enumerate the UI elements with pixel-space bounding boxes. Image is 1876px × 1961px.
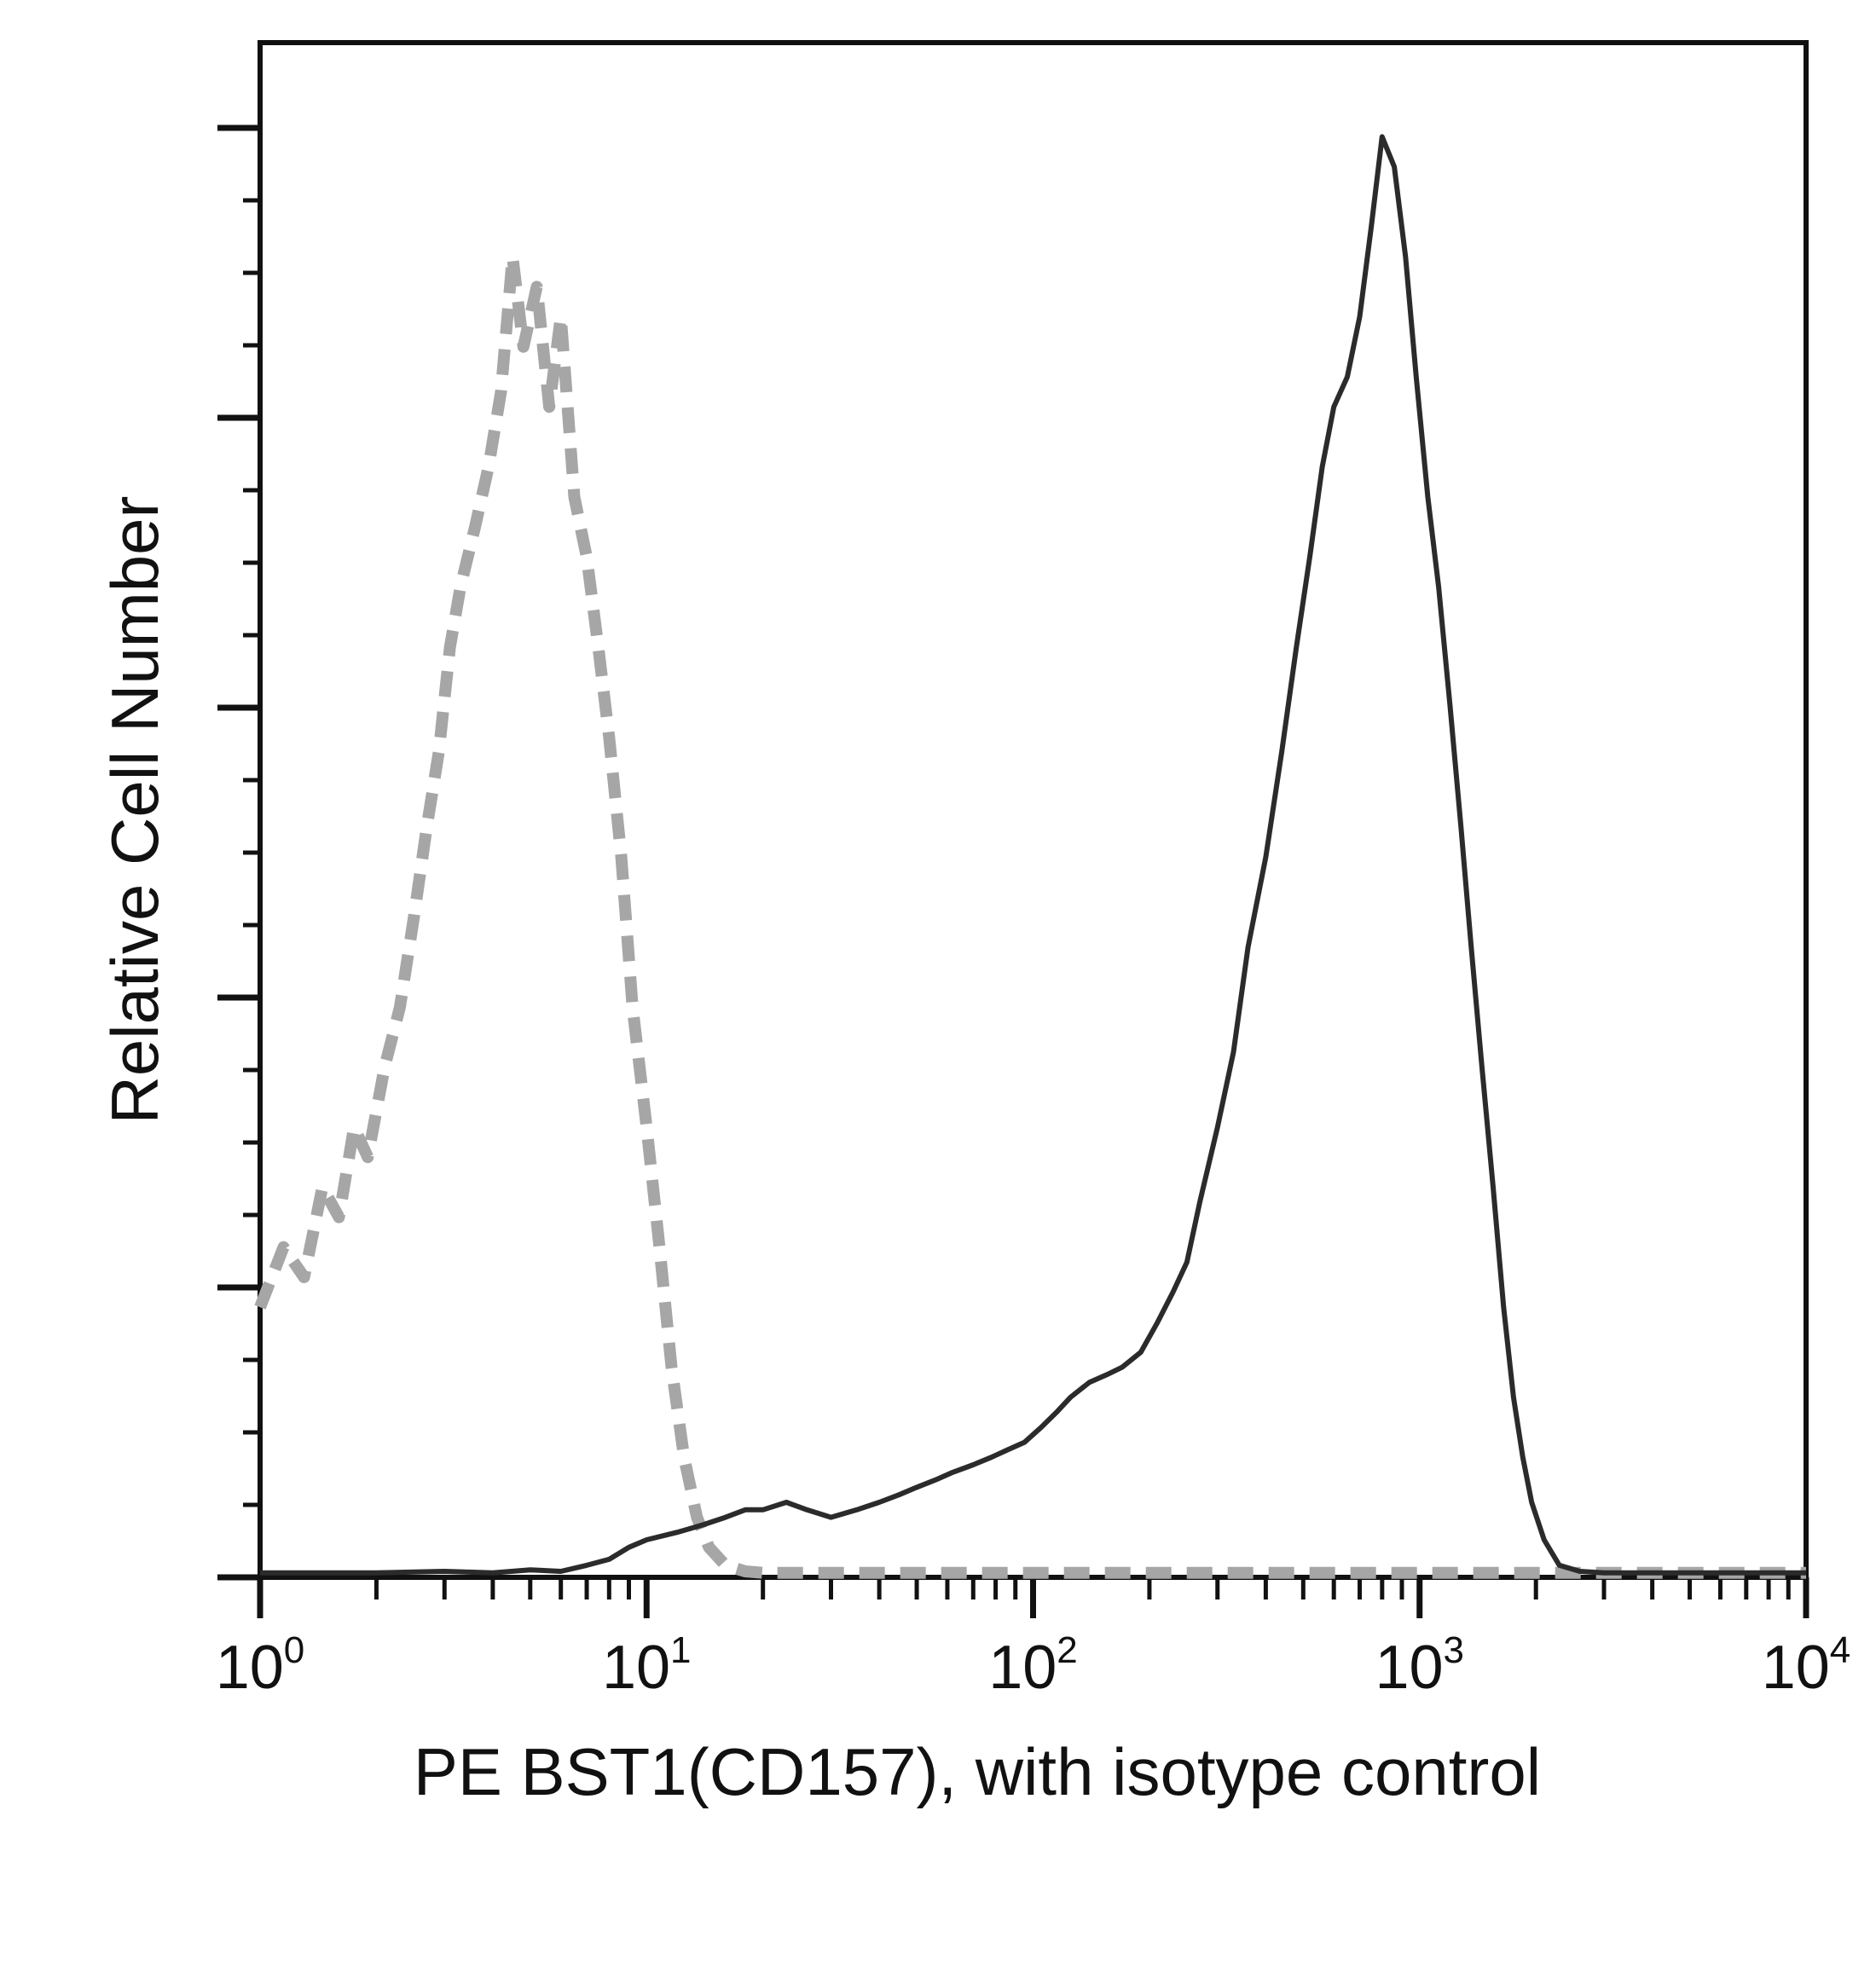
- plot-frame: [258, 40, 1809, 1580]
- stained-series: [260, 134, 1806, 1576]
- y-axis-ticks: [217, 124, 260, 1581]
- x-axis-tick-labels: 100 101 102 103 104: [216, 1629, 1851, 1702]
- x-tick-label: 100: [216, 1629, 305, 1702]
- x-tick-label: 104: [1762, 1629, 1851, 1702]
- x-axis-ticks: [257, 1577, 1809, 1618]
- series-layer: [254, 134, 1806, 1579]
- isotype-control-series: [254, 251, 1806, 1579]
- x-tick-label: 102: [988, 1629, 1078, 1702]
- x-tick-label: 103: [1375, 1629, 1464, 1702]
- y-axis-label: Relative Cell Number: [97, 496, 172, 1125]
- x-tick-label: 101: [602, 1629, 692, 1702]
- x-axis-label: PE BST1(CD157), with isotype control: [414, 1734, 1541, 1809]
